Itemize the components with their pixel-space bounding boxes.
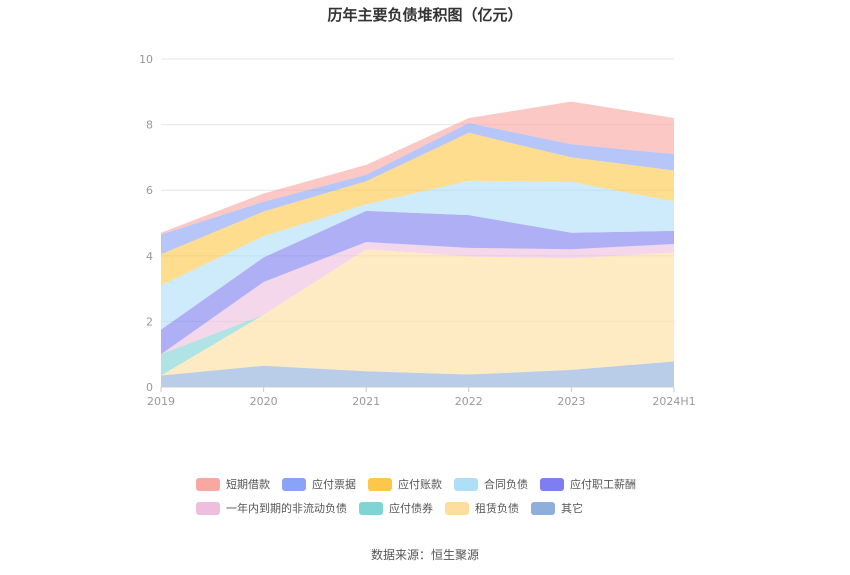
legend-label: 应付职工薪酬 xyxy=(570,478,636,491)
legend-swatch xyxy=(282,477,306,491)
x-tick-label: 2019 xyxy=(147,395,175,408)
area-series xyxy=(161,101,674,235)
area-series xyxy=(161,249,674,376)
area-series xyxy=(161,242,674,355)
legend-swatch xyxy=(531,501,555,515)
legend-label: 短期借款 xyxy=(226,478,270,491)
legend-label: 合同负债 xyxy=(484,478,528,491)
x-tick-label: 2021 xyxy=(352,395,380,408)
legend-label: 应付票据 xyxy=(312,478,356,491)
x-tick-label: 2023 xyxy=(557,395,585,408)
y-tick-label: 10 xyxy=(139,53,153,66)
legend-swatch xyxy=(196,501,220,515)
y-tick-label: 0 xyxy=(146,381,153,394)
y-tick-label: 8 xyxy=(146,119,153,132)
legend-swatch xyxy=(368,477,392,491)
y-tick-label: 2 xyxy=(146,315,153,328)
legend-label: 租赁负债 xyxy=(475,502,519,515)
data-source: 数据来源：恒生聚源 xyxy=(370,548,479,562)
legend-item[interactable]: 应付账款 xyxy=(368,476,442,492)
y-tick-label: 6 xyxy=(146,184,153,197)
area-series xyxy=(161,132,674,286)
chart-title: 历年主要负债堆积图（亿元） xyxy=(327,6,523,24)
y-tick-label: 4 xyxy=(146,250,153,263)
legend: 短期借款 应付票据 应付账款 合同负债 应付职工薪酬 一年内到期的非流动负债 应付债券 租赁… xyxy=(196,472,716,520)
legend-swatch xyxy=(540,477,564,491)
area-series xyxy=(161,123,674,255)
legend-label: 其它 xyxy=(561,502,583,515)
legend-label: 应付账款 xyxy=(398,478,442,491)
area-series xyxy=(161,361,674,387)
legend-label: 一年内到期的非流动负债 xyxy=(226,502,347,515)
legend-item[interactable]: 一年内到期的非流动负债 xyxy=(196,500,347,516)
legend-item[interactable]: 应付债券 xyxy=(359,500,433,516)
legend-swatch xyxy=(196,477,220,491)
legend-item[interactable]: 租赁负债 xyxy=(445,500,519,516)
x-tick-label: 2022 xyxy=(455,395,483,408)
area-series xyxy=(161,180,674,330)
legend-swatch xyxy=(454,477,478,491)
legend-swatch xyxy=(359,501,383,515)
legend-row: 一年内到期的非流动负债 应付债券 租赁负债 其它 xyxy=(196,496,716,520)
area-series xyxy=(161,210,674,355)
legend-row: 短期借款 应付票据 应付账款 合同负债 应付职工薪酬 xyxy=(196,472,716,496)
legend-label: 应付债券 xyxy=(389,502,433,515)
x-tick-label: 2020 xyxy=(250,395,278,408)
legend-item[interactable]: 短期借款 xyxy=(196,476,270,492)
legend-item[interactable]: 应付职工薪酬 xyxy=(540,476,636,492)
legend-swatch xyxy=(445,501,469,515)
legend-item[interactable]: 其它 xyxy=(531,500,583,516)
legend-item[interactable]: 应付票据 xyxy=(282,476,356,492)
legend-item[interactable]: 合同负债 xyxy=(454,476,528,492)
x-tick-label: 2024H1 xyxy=(652,395,695,408)
